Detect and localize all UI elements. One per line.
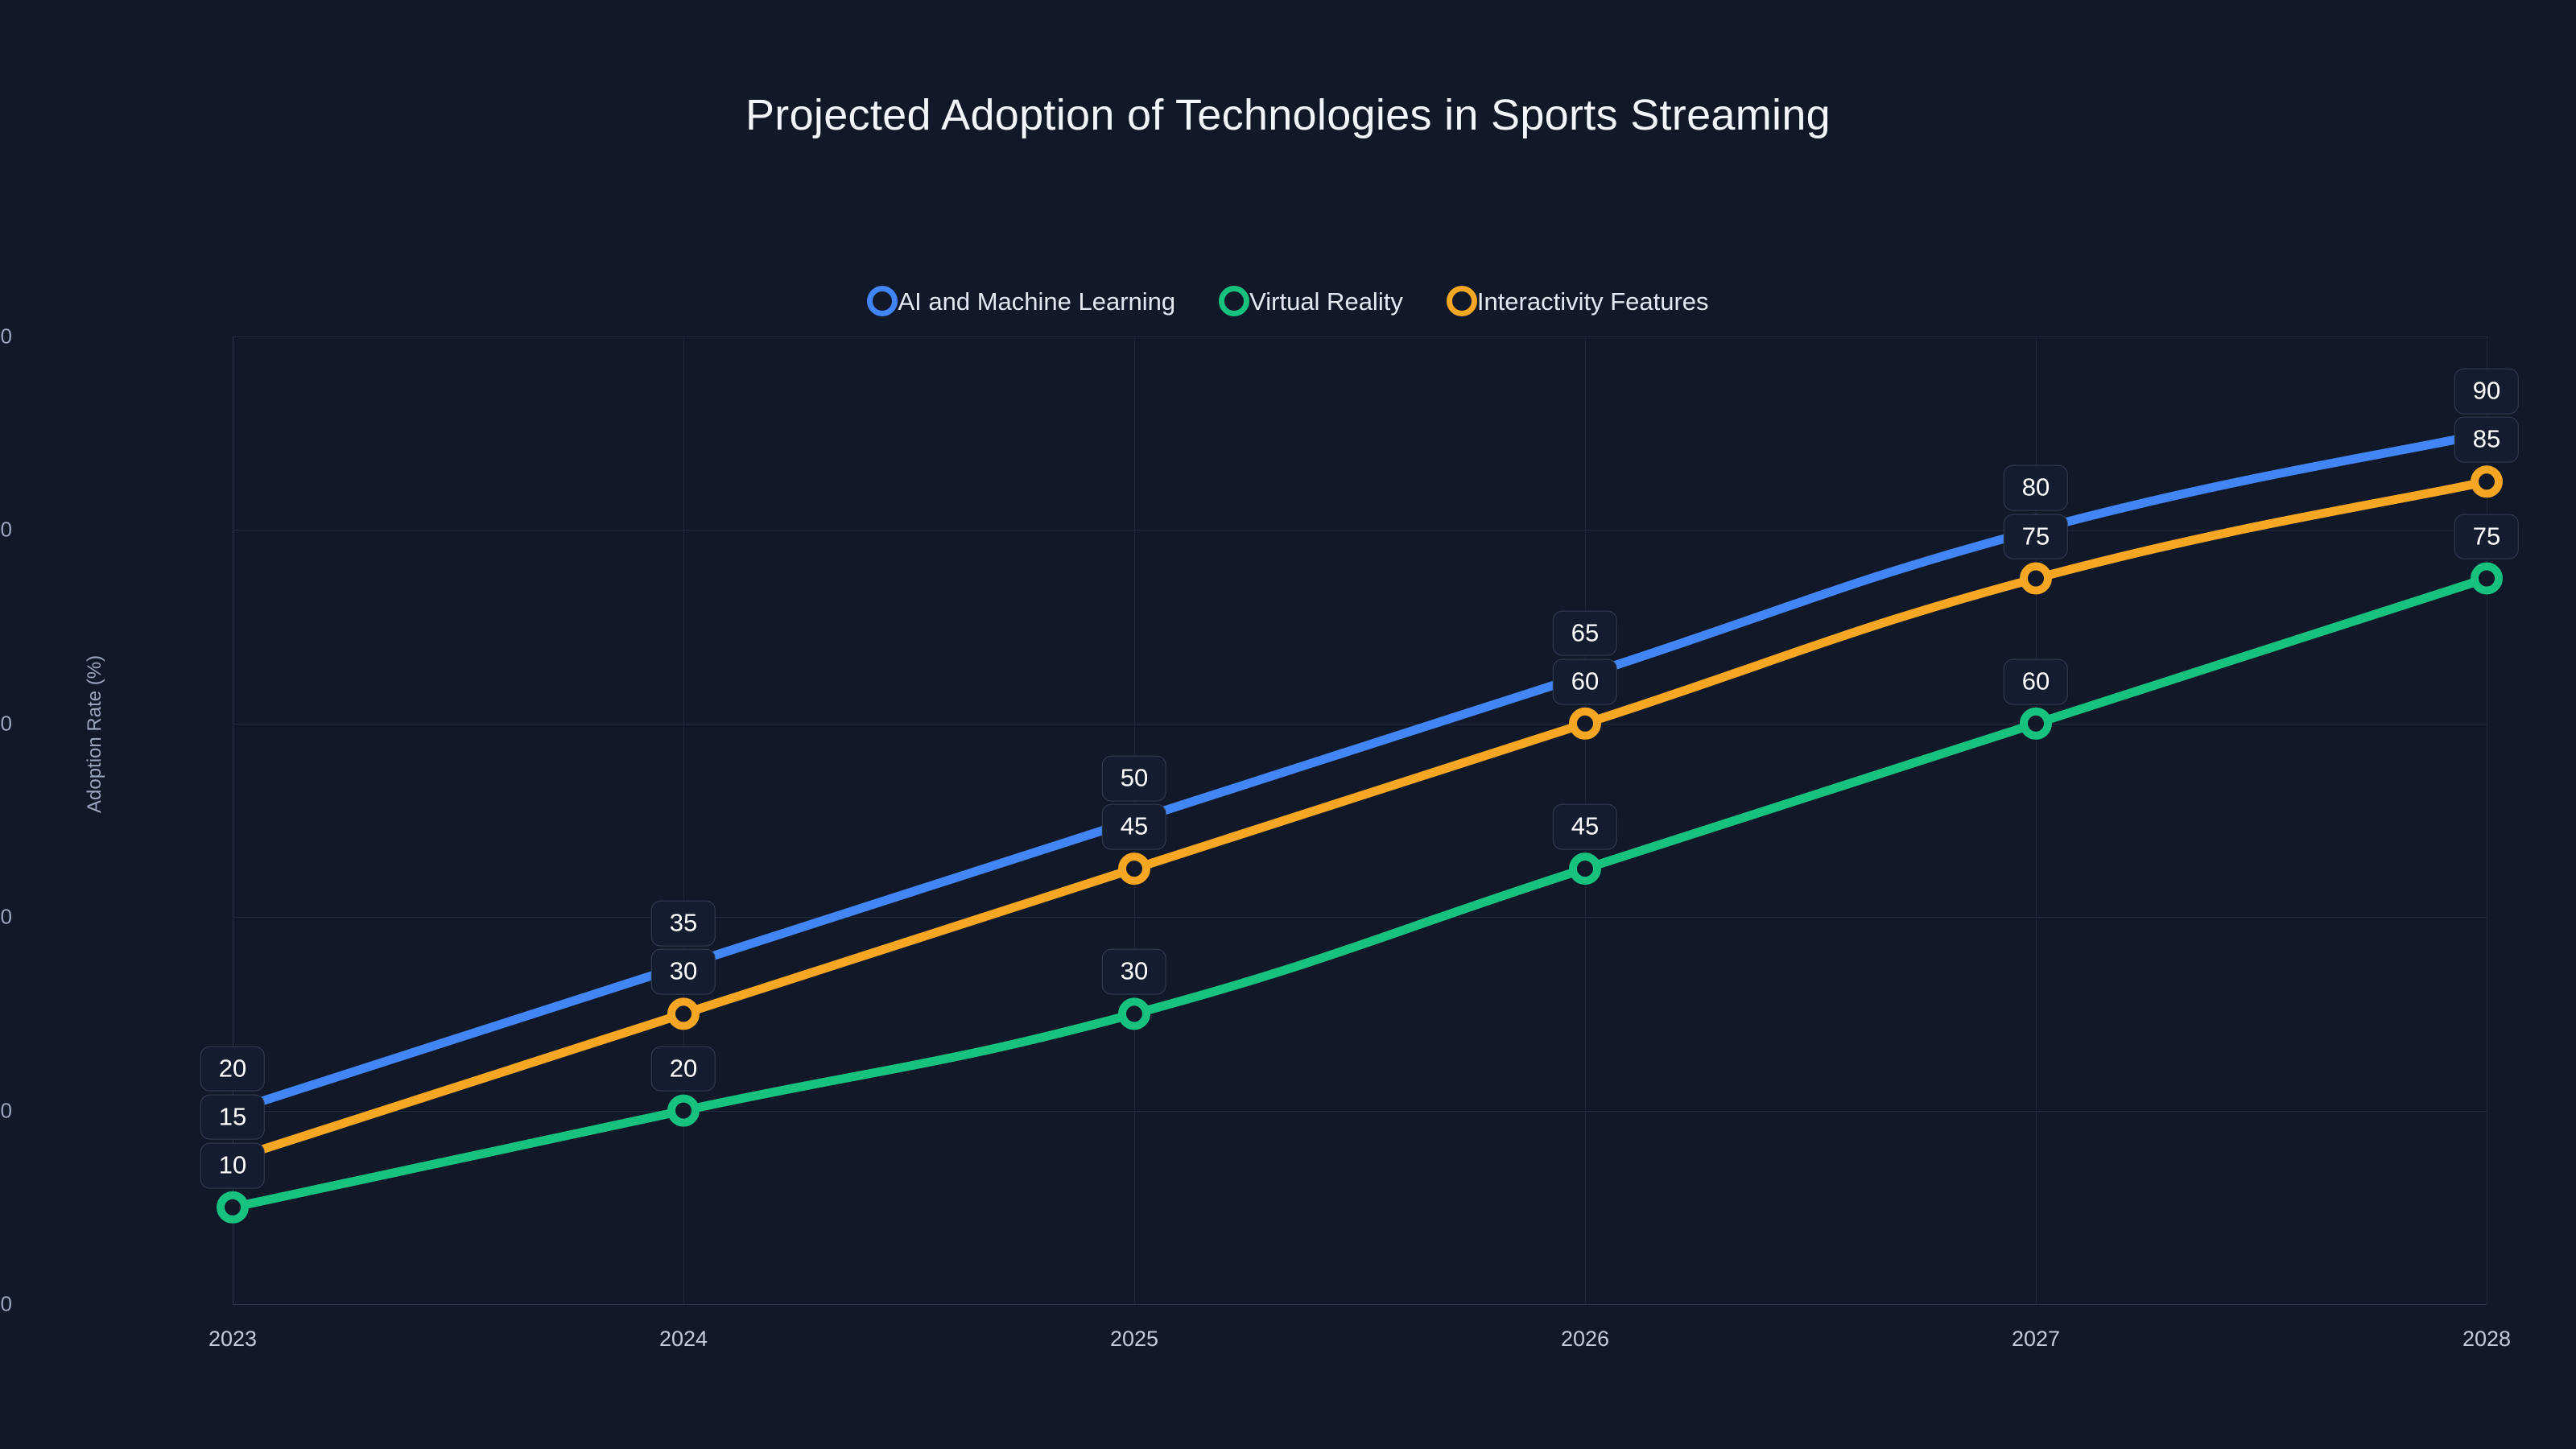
x-tick-label: 2024 (658, 1327, 708, 1351)
x-axis-line (233, 1304, 2487, 1305)
x-tick-label: 2025 (1109, 1327, 1159, 1351)
y-tick-label: 100 (0, 324, 12, 349)
page-title: Projected Adoption of Technologies in Sp… (745, 91, 1831, 139)
y-tick-label: 60 (0, 711, 12, 736)
data-value-label: 30 (650, 949, 716, 995)
data-value-label: 60 (2003, 658, 2069, 705)
x-tick-label: 2026 (1560, 1327, 1610, 1351)
data-value-label: 45 (1101, 803, 1167, 850)
legend-item-label: Interactivity Features (1476, 287, 1709, 316)
gridline-horizontal (233, 336, 2487, 337)
y-tick-label: 80 (0, 517, 12, 542)
data-value-label: 60 (1552, 658, 1618, 705)
legend-item-1[interactable]: Virtual Reality (1219, 286, 1403, 316)
y-tick-label: 40 (0, 904, 12, 929)
legend-item-label: AI and Machine Learning (898, 287, 1176, 316)
data-value-label: 45 (1552, 803, 1618, 850)
legend-item-2[interactable]: Interactivity Features (1446, 286, 1709, 316)
data-value-label: 85 (2454, 416, 2520, 463)
circle-outline-icon (1446, 286, 1477, 316)
data-value-label: 20 (650, 1046, 716, 1092)
legend-item-0[interactable]: AI and Machine Learning (867, 286, 1175, 316)
data-value-label: 90 (2454, 368, 2520, 415)
data-value-label: 10 (200, 1142, 266, 1189)
data-value-label: 20 (200, 1046, 266, 1092)
data-value-label: 50 (1101, 755, 1167, 802)
x-tick-label: 2027 (2011, 1327, 2061, 1351)
data-value-label: 15 (200, 1094, 266, 1141)
y-tick-label: 0 (0, 1291, 12, 1316)
data-value-label: 65 (1552, 610, 1618, 657)
gridline-horizontal (233, 917, 2487, 919)
legend-item-label: Virtual Reality (1249, 287, 1403, 316)
data-value-label: 30 (1101, 949, 1167, 995)
chart-legend: AI and Machine Learning Virtual Reality In… (0, 286, 2576, 316)
data-value-label: 75 (2454, 514, 2520, 559)
data-value-label: 35 (650, 900, 716, 947)
x-tick-label: 2028 (2462, 1327, 2512, 1351)
circle-outline-icon (1219, 286, 1250, 316)
data-value-label: 80 (2003, 465, 2069, 511)
circle-outline-icon (867, 286, 898, 316)
x-tick-label: 2023 (208, 1327, 258, 1351)
data-value-label: 75 (2003, 514, 2069, 559)
plot-area (233, 336, 2487, 1305)
y-axis-label: Adoption Rate (%) (84, 654, 105, 813)
y-tick-label: 20 (0, 1098, 12, 1123)
gridline-horizontal (233, 1110, 2487, 1112)
gridline-vertical (683, 336, 684, 1304)
